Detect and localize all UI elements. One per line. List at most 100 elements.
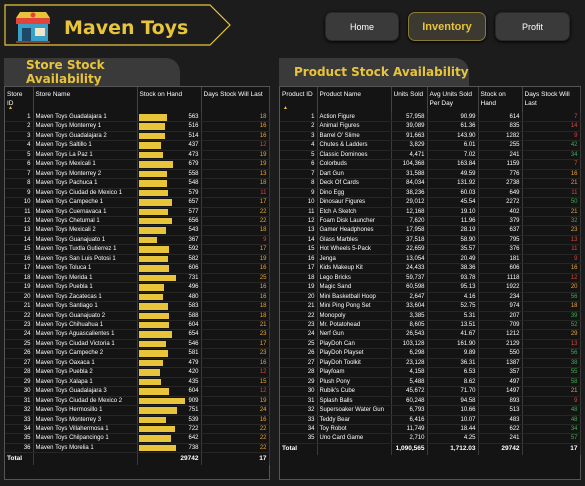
table-row[interactable]: 23 Mr. Potatohead 8,605 13.51 709 52 — [280, 320, 581, 331]
table-row[interactable]: 35 Maven Toys Chilpancingo 1 642 22 — [5, 433, 270, 444]
col-product-name[interactable]: Product Name — [317, 87, 392, 113]
table-row[interactable]: 30 Rubik's Cube 45,672 71.70 1497 21 — [280, 386, 581, 397]
table-row[interactable]: 34 Maven Toys Villahermosa 1 722 22 — [5, 424, 270, 435]
col-store-id[interactable]: Store ID ▲ — [5, 87, 34, 113]
col-units-sold[interactable]: Units Sold — [391, 87, 428, 113]
table-row[interactable]: 21 Mini Ping Pong Set 33,604 52.75 974 18 — [280, 301, 581, 312]
col-store-name[interactable]: Store Name — [33, 87, 138, 113]
table-row[interactable]: 7 Maven Toys Monterrey 2 558 13 — [5, 169, 270, 180]
table-row[interactable]: 32 Maven Toys Hermosillo 1 751 24 — [5, 405, 270, 416]
table-row[interactable]: 17 Maven Toys Toluca 1 606 16 — [5, 263, 270, 274]
table-row[interactable]: 33 Maven Toys Monterrey 3 539 16 — [5, 415, 270, 425]
avg-units-cell: 90.99 — [427, 113, 479, 123]
table-row[interactable]: 10 Maven Toys Campeche 1 657 17 — [5, 197, 270, 208]
stock-bar — [138, 340, 167, 348]
table-row[interactable]: 36 Maven Toys Morelia 1 738 22 — [5, 443, 270, 454]
table-row[interactable]: 25 PlayDoh Can 103,128 161.90 2129 13 — [280, 339, 581, 350]
product-name-cell: Action Figure — [317, 113, 392, 123]
nav-home-button[interactable]: Home — [325, 12, 399, 41]
table-row[interactable]: 31 Maven Toys Ciudad de Mexico 2 909 19 — [5, 396, 270, 407]
table-row[interactable]: 24 Nerf Gun 26,543 41.67 1212 29 — [280, 329, 581, 340]
stock-bar-cell: 479 — [137, 358, 202, 369]
table-row[interactable]: 6 Colorbuds 104,368 163.84 1159 7 — [280, 159, 581, 170]
table-row[interactable]: 9 Dino Egg 38,236 60.03 649 11 — [280, 188, 581, 199]
nav-inventory-button[interactable]: Inventory — [408, 12, 486, 41]
col-stock-on-hand[interactable]: Stock on Hand — [137, 87, 202, 113]
table-row[interactable]: 26 Maven Toys Campeche 2 581 23 — [5, 348, 270, 359]
table-row[interactable]: 35 Uno Card Game 2,710 4.25 241 57 — [280, 433, 581, 444]
stock-value: 738 — [188, 444, 199, 451]
store-id-cell: 25 — [5, 339, 34, 350]
col-product-id[interactable]: Product ID ▲ — [280, 87, 318, 113]
table-row[interactable]: 29 Maven Toys Xalapa 1 435 15 — [5, 377, 270, 388]
table-row[interactable]: 14 Glass Marbles 37,518 58.90 795 13 — [280, 235, 581, 246]
table-row[interactable]: 18 Maven Toys Merida 1 731 25 — [5, 273, 270, 284]
table-row[interactable]: 21 Maven Toys Santiago 1 583 18 — [5, 301, 270, 312]
table-row[interactable]: 24 Maven Toys Aguascalientes 1 654 23 — [5, 329, 270, 340]
table-row[interactable]: 8 Maven Toys Pachuca 1 548 18 — [5, 178, 270, 189]
table-row[interactable]: 16 Maven Toys San Luis Potosi 1 582 19 — [5, 254, 270, 265]
units-sold-cell: 23,128 — [391, 358, 428, 369]
table-row[interactable]: 15 Maven Toys Tuxtla Gutierrez 1 592 17 — [5, 244, 270, 255]
table-row[interactable]: 19 Magic Sand 60,598 95.13 1922 20 — [280, 282, 581, 293]
table-row[interactable]: 15 Hot Wheels 5-Pack 22,659 35.57 376 11 — [280, 244, 581, 255]
table-row[interactable]: 12 Foam Disk Launcher 7,620 11.96 379 32 — [280, 216, 581, 227]
table-row[interactable]: 31 Splash Balls 60,248 94.58 893 9 — [280, 396, 581, 407]
table-row[interactable]: 29 Plush Pony 5,488 8.62 497 58 — [280, 377, 581, 388]
table-row[interactable]: 13 Gamer Headphones 17,958 28.19 637 23 — [280, 225, 581, 236]
table-row[interactable]: 4 Maven Toys Saltillo 1 437 12 — [5, 140, 270, 151]
table-row[interactable]: 13 Maven Toys Mexicali 2 543 18 — [5, 225, 270, 236]
stock-bar-cell: 579 — [137, 188, 202, 199]
table-row[interactable]: 20 Mini Basketball Hoop 2,647 4.16 234 56 — [280, 292, 581, 303]
table-row[interactable]: 2 Animal Figures 39,089 61.36 835 14 — [280, 121, 581, 132]
table-row[interactable]: 26 PlayDoh Playset 6,298 9.89 550 56 — [280, 348, 581, 359]
table-row[interactable]: 28 Playfoam 4,158 6.53 357 55 — [280, 367, 581, 378]
avg-units-cell: 49.59 — [427, 169, 479, 180]
avg-units-cell: 20.49 — [427, 254, 479, 265]
col-days-stock[interactable]: Days Stock Will Last — [522, 87, 581, 113]
stock-bar-cell: 656 — [137, 216, 202, 227]
col-avg-units[interactable]: Avg Units Sold Per Day — [427, 87, 479, 113]
table-row[interactable]: 22 Monopoly 3,385 5.31 207 39 — [280, 311, 581, 321]
table-row[interactable]: 5 Maven Toys La Paz 1 473 19 — [5, 150, 270, 161]
table-row[interactable]: 3 Maven Toys Guadalajara 2 514 16 — [5, 131, 270, 142]
table-row[interactable]: 22 Maven Toys Guanajuato 2 588 18 — [5, 311, 270, 321]
table-row[interactable]: 10 Dinosaur Figures 29,012 45.54 2272 50 — [280, 197, 581, 208]
table-row[interactable]: 16 Jenga 13,054 20.49 181 9 — [280, 254, 581, 265]
table-row[interactable]: 18 Lego Bricks 59,737 93.78 1118 12 — [280, 273, 581, 284]
days-cell: 18 — [201, 311, 270, 321]
col-stock-on-hand[interactable]: Stock on Hand — [478, 87, 523, 113]
stock-bar-cell: 563 — [137, 113, 202, 123]
table-row[interactable]: 27 PlayDoh Toolkit 23,128 36.31 1387 38 — [280, 358, 581, 369]
table-row[interactable]: 17 Kids Makeup Kit 24,433 38.36 606 16 — [280, 263, 581, 274]
table-row[interactable]: 8 Deck Of Cards 84,034 131.92 2738 21 — [280, 178, 581, 189]
col-days-stock[interactable]: Days Stock Will Last — [201, 87, 270, 113]
table-row[interactable]: 32 Supersoaker Water Gun 6,793 10.66 513 48 — [280, 405, 581, 416]
table-row[interactable]: 23 Maven Toys Chihuahua 1 604 21 — [5, 320, 270, 331]
store-id-cell: 11 — [5, 207, 34, 218]
table-row[interactable]: 25 Maven Toys Ciudad Victoria 1 546 17 — [5, 339, 270, 350]
table-row[interactable]: 11 Maven Toys Cuernavaca 1 577 22 — [5, 207, 270, 218]
table-row[interactable]: 30 Maven Toys Guadalajara 3 604 12 — [5, 386, 270, 397]
table-row[interactable]: 33 Teddy Bear 6,416 10.07 483 48 — [280, 415, 581, 425]
table-row[interactable]: 28 Maven Toys Puebla 2 420 12 — [5, 367, 270, 378]
table-row[interactable]: 1 Maven Toys Guadalajara 1 563 18 — [5, 113, 270, 123]
table-row[interactable]: 1 Action Figure 57,958 90.99 614 7 — [280, 113, 581, 123]
table-row[interactable]: 12 Maven Toys Chetumal 1 656 22 — [5, 216, 270, 227]
table-row[interactable]: 27 Maven Toys Oaxaca 1 479 16 — [5, 358, 270, 369]
table-row[interactable]: 3 Barrel O' Slime 91,663 143.90 1282 9 — [280, 131, 581, 142]
table-row[interactable]: 7 Dart Gun 31,588 49.59 776 16 — [280, 169, 581, 180]
units-sold-cell: 11,749 — [391, 424, 428, 435]
nav-profit-button[interactable]: Profit — [495, 12, 570, 41]
table-row[interactable]: 14 Maven Toys Guanajuato 1 367 9 — [5, 235, 270, 246]
table-row[interactable]: 2 Maven Toys Monterrey 1 516 16 — [5, 121, 270, 132]
total-blank — [33, 452, 138, 465]
table-row[interactable]: 34 Toy Robot 11,749 18.44 622 34 — [280, 424, 581, 435]
table-row[interactable]: 20 Maven Toys Zacatecas 1 480 16 — [5, 292, 270, 303]
table-row[interactable]: 9 Maven Toys Ciudad de Mexico 1 579 11 — [5, 188, 270, 199]
table-row[interactable]: 5 Classic Dominoes 4,471 7.02 241 34 — [280, 150, 581, 161]
table-row[interactable]: 6 Maven Toys Mexicali 1 679 19 — [5, 159, 270, 170]
table-row[interactable]: 19 Maven Toys Puebla 1 496 16 — [5, 282, 270, 293]
table-row[interactable]: 11 Etch A Sketch 12,168 19.10 402 21 — [280, 207, 581, 218]
table-row[interactable]: 4 Chutes & Ladders 3,829 6.01 255 42 — [280, 140, 581, 151]
